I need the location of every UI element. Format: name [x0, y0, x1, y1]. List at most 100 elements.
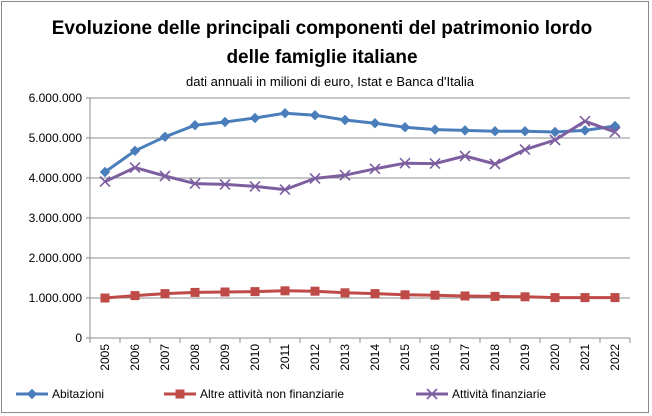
data-point — [399, 121, 411, 133]
data-point — [249, 112, 261, 124]
data-point — [429, 124, 441, 135]
x-tick-label: 2007 — [158, 344, 172, 371]
legend-marker — [426, 388, 438, 400]
data-point — [430, 290, 440, 300]
x-tick-label: 2006 — [128, 344, 142, 371]
data-point — [369, 163, 381, 175]
x-tick-label: 2020 — [548, 344, 562, 371]
gridlines — [90, 97, 630, 299]
data-point — [489, 125, 501, 137]
data-point — [309, 109, 321, 121]
data-point — [339, 114, 351, 126]
x-tick-label: 2009 — [218, 344, 232, 371]
data-point — [399, 157, 411, 169]
data-point — [99, 166, 111, 178]
data-point — [99, 176, 111, 188]
data-point — [369, 117, 381, 129]
data-point — [579, 125, 591, 136]
data-point — [400, 290, 410, 300]
data-point — [520, 292, 530, 302]
legend-item: Attività finanziarie — [416, 387, 546, 401]
x-tick-label: 2015 — [398, 344, 412, 371]
data-point — [250, 287, 260, 297]
chart-title-line2: delle famiglie italiane — [226, 47, 417, 68]
y-tick-label: 0 — [75, 331, 82, 345]
data-point — [550, 293, 560, 303]
data-point — [519, 144, 531, 156]
series-line — [104, 119, 616, 192]
y-tick-label: 2.000.000 — [29, 251, 83, 265]
legend-label: Abitazioni — [52, 387, 104, 401]
data-point — [280, 286, 290, 296]
data-point — [310, 286, 320, 296]
data-point — [609, 126, 621, 138]
data-point — [549, 126, 561, 138]
data-point — [100, 293, 110, 303]
data-point — [220, 287, 230, 297]
series-line — [104, 111, 616, 174]
y-tick-label: 6.000.000 — [29, 91, 83, 105]
data-point — [339, 169, 351, 181]
series-layer — [99, 107, 621, 303]
data-point — [580, 293, 590, 303]
data-point — [189, 119, 201, 131]
x-tick-label: 2021 — [578, 344, 592, 371]
data-point — [129, 145, 141, 157]
x-tick-label: 2017 — [458, 344, 472, 371]
data-point — [459, 150, 471, 162]
legend-marker — [26, 388, 38, 400]
series-attivit-finanziarie — [99, 115, 621, 196]
x-tick-label: 2008 — [188, 344, 202, 371]
data-point — [190, 287, 200, 297]
x-tick-label: 2022 — [608, 344, 622, 371]
legend-item: Abitazioni — [16, 387, 104, 401]
series-line — [104, 289, 615, 300]
y-tick-label: 3.000.000 — [29, 211, 83, 225]
data-point — [219, 178, 231, 190]
data-point — [249, 180, 261, 192]
x-tick-label: 2012 — [308, 344, 322, 371]
x-tick-label: 2005 — [98, 344, 112, 371]
x-tick-label: 2011 — [278, 344, 292, 370]
x-tick-label: 2010 — [248, 344, 262, 371]
x-tick-label: 2013 — [338, 344, 352, 371]
legend-marker — [175, 389, 185, 399]
data-point — [549, 134, 561, 146]
data-point — [189, 178, 201, 190]
data-point — [610, 293, 620, 303]
data-point — [340, 288, 350, 298]
legend: Abitazioni Altre attività non finanziarie… — [16, 387, 546, 401]
legend-label: Altre attività non finanziarie — [200, 387, 344, 401]
x-tick-label: 2019 — [518, 344, 532, 371]
legend-label: Attività finanziarie — [452, 387, 546, 401]
data-point — [429, 158, 441, 170]
data-point — [219, 116, 231, 128]
legend-item: Altre attività non finanziarie — [164, 387, 344, 401]
data-point — [279, 184, 291, 196]
x-tick-label: 2014 — [368, 344, 382, 371]
x-tick-label: 2018 — [488, 344, 502, 371]
data-point — [459, 125, 471, 136]
y-tick-label: 5.000.000 — [29, 131, 83, 145]
series-altre-attivit-non-finanziarie — [100, 286, 620, 303]
data-point — [159, 131, 171, 143]
data-point — [370, 289, 380, 299]
x-tick-label: 2016 — [428, 344, 442, 371]
chart-title-line1: Evoluzione delle principali componenti d… — [52, 18, 593, 39]
data-point — [159, 170, 171, 182]
data-point — [130, 291, 140, 301]
data-point — [489, 158, 501, 170]
data-point — [309, 172, 321, 184]
data-point — [160, 289, 170, 299]
data-point — [519, 125, 531, 137]
data-point — [490, 291, 500, 301]
y-tick-label: 1.000.000 — [29, 291, 83, 305]
axes: 0 1.000.000 2.000.000 3.000.000 4.000.000 5.0… — [29, 91, 631, 371]
y-tick-label: 4.000.000 — [29, 171, 83, 185]
data-point — [579, 115, 591, 127]
series-abitazioni — [99, 107, 621, 178]
chart-subtitle: dati annuali in milioni di euro, Istat e… — [186, 74, 475, 89]
data-point — [279, 107, 291, 119]
